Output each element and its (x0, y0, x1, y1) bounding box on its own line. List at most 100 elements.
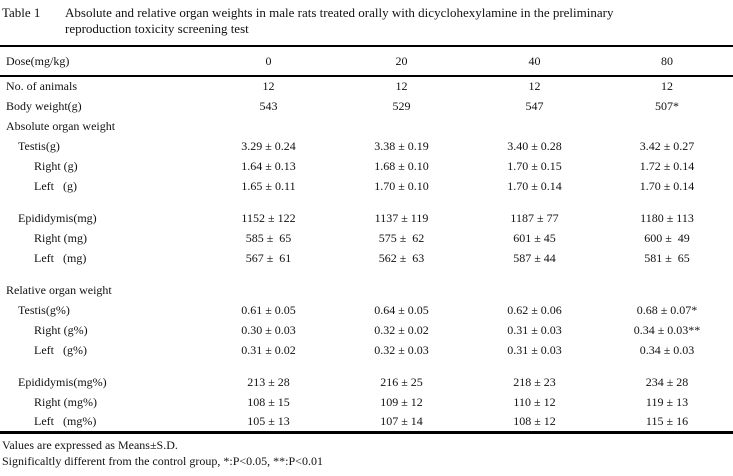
cell-value (468, 280, 601, 300)
cell-value: 105 ± 13 (247, 413, 290, 428)
cell-value: 110 ± 12 (513, 394, 556, 409)
cell-value: 1180 ± 113 (640, 210, 694, 225)
dose-column-header-20: 20 (395, 53, 408, 68)
section-label: Relative organ weight (6, 282, 112, 297)
cell-value: 562 ± 63 (378, 250, 425, 265)
cell-value: 234 ± 28 (645, 374, 689, 389)
spacer-row (0, 268, 733, 280)
table-row: Body weight(g) 543 529 547 507* (0, 96, 733, 116)
table-row: Left (mg) 567 ± 61 562 ± 63 587 ± 44 581 ± 6… (0, 248, 733, 268)
row-label: Right (g) (34, 158, 78, 173)
table-row: Left (g%) 0.31 ± 0.02 0.32 ± 0.03 0.31 ± 0.… (0, 340, 733, 360)
table-row: No. of animals 12 12 12 12 (0, 76, 733, 96)
spacer-cell (0, 360, 733, 372)
table-caption-line1: Absolute and relative organ weights in m… (65, 5, 614, 20)
table-body: No. of animals 12 12 12 12 Body weight(g) 543 5… (0, 76, 733, 432)
cell-value: 529 (392, 98, 411, 113)
row-label: Right (mg) (34, 230, 87, 245)
cell-value: 0.31 ± 0.02 (241, 342, 296, 357)
cell-value (468, 116, 601, 136)
table-row: Right (mg%) 108 ± 15 109 ± 12 110 ± 12 119 ±… (0, 392, 733, 412)
table-number-label: Table 1 (2, 5, 41, 20)
footnote-significance: Significaltly different from the control… (2, 453, 323, 468)
table-caption-line2: reproduction toxicity screening test (65, 21, 249, 36)
spacer-cell (0, 196, 733, 208)
cell-value: 3.42 ± 0.27 (639, 138, 695, 153)
spacer-row (0, 196, 733, 208)
cell-value: 585 ± 65 (245, 230, 292, 245)
section-label: Absolute organ weight (6, 118, 116, 133)
table-row: Testis(g) 3.29 ± 0.24 3.38 ± 0.19 3.40 ± 0.… (0, 136, 733, 156)
table-row: Left (mg%) 105 ± 13 107 ± 14 108 ± 12 115 ± … (0, 412, 733, 432)
cell-value: 1.70 ± 0.14 (507, 178, 562, 193)
row-label: Epididymis(mg) (18, 210, 97, 225)
section-header-row: Relative organ weight (0, 280, 733, 300)
cell-value: 1137 ± 119 (374, 210, 429, 225)
cell-value: 0.61 ± 0.05 (241, 302, 296, 317)
cell-value: 115 ± 16 (645, 413, 689, 428)
row-label: Right (g%) (34, 322, 88, 337)
spacer-cell (0, 268, 733, 280)
cell-value: 1.70 ± 0.10 (374, 178, 429, 193)
row-label: Left (g%) (34, 342, 87, 357)
table-row: Right (g) 1.64 ± 0.13 1.68 ± 0.10 1.70 ± 0.… (0, 156, 733, 176)
dose-header-row: Dose(mg/kg) 0 20 40 80 (0, 46, 733, 76)
cell-value: 0.32 ± 0.03 (374, 342, 429, 357)
cell-value: 1.70 ± 0.14 (639, 178, 695, 193)
cell-value: 0.30 ± 0.03 (241, 322, 296, 337)
cell-value: 0.32 ± 0.02 (374, 322, 429, 337)
cell-value (202, 116, 335, 136)
cell-value (601, 280, 733, 300)
table-row: Epididymis(mg) 1152 ± 122 1137 ± 119 1187 ±… (0, 208, 733, 228)
dose-column-header-80: 80 (661, 53, 673, 68)
cell-value: 1.72 ± 0.14 (639, 158, 695, 173)
row-label: Left (mg) (34, 250, 87, 265)
cell-value: 108 ± 12 (513, 413, 556, 428)
cell-value (335, 280, 468, 300)
cell-value: 507* (655, 98, 679, 113)
cell-value: 108 ± 15 (247, 394, 290, 409)
row-label: Epididymis(mg%) (18, 374, 107, 389)
table-caption: Absolute and relative organ weights in m… (65, 5, 733, 37)
row-label: Testis(g) (18, 138, 60, 153)
section-header-row: Absolute organ weight (0, 116, 733, 136)
cell-value: 1.65 ± 0.11 (241, 178, 296, 193)
cell-value: 213 ± 28 (247, 374, 290, 389)
cell-value: 0.62 ± 0.06 (507, 302, 562, 317)
cell-value: 3.40 ± 0.28 (507, 138, 562, 153)
cell-value: 0.34 ± 0.03 (639, 342, 695, 357)
cell-value (202, 280, 335, 300)
table-row: Testis(g%) 0.61 ± 0.05 0.64 ± 0.05 0.62 ± 0… (0, 300, 733, 320)
cell-value: 547 (525, 98, 544, 113)
cell-value: 12 (262, 79, 275, 93)
cell-value: 600 ± 49 (644, 230, 690, 245)
dose-column-header-0: 0 (265, 53, 272, 68)
cell-value: 12 (661, 79, 673, 93)
cell-value: 0.68 ± 0.07* (636, 302, 698, 317)
cell-value: 0.34 ± 0.03** (633, 322, 701, 337)
cell-value: 0.31 ± 0.03 (507, 322, 562, 337)
cell-value: 216 ± 25 (380, 374, 423, 389)
cell-value: 0.64 ± 0.05 (374, 302, 429, 317)
cell-value: 1.64 ± 0.13 (241, 158, 296, 173)
cell-value: 12 (528, 79, 541, 93)
row-label: Left (g) (34, 178, 77, 193)
cell-value: 109 ± 12 (380, 394, 423, 409)
cell-value: 119 ± 13 (645, 394, 689, 409)
cell-value: 601 ± 45 (513, 230, 556, 245)
table-row: Right (mg) 585 ± 65 575 ± 62 601 ± 45 600 ± … (0, 228, 733, 248)
cell-value: 1187 ± 77 (510, 210, 559, 225)
table-row: Left (g) 1.65 ± 0.11 1.70 ± 0.10 1.70 ± 0.1… (0, 176, 733, 196)
cell-value: 1.70 ± 0.15 (507, 158, 562, 173)
footnotes: Values are expressed as Means±S.D. Signi… (0, 437, 733, 469)
footnote-means-sd: Values are expressed as Means±S.D. (2, 437, 178, 452)
dose-column-header-40: 40 (528, 53, 541, 68)
row-label: Testis(g%) (18, 302, 70, 317)
cell-value: 587 ± 44 (513, 250, 556, 265)
cell-value: 3.38 ± 0.19 (374, 138, 429, 153)
table-row: Epididymis(mg%) 213 ± 28 216 ± 25 218 ± 23 2… (0, 372, 733, 392)
row-label: Body weight(g) (6, 98, 82, 113)
cell-value: 1.68 ± 0.10 (374, 158, 429, 173)
cell-value (601, 116, 733, 136)
